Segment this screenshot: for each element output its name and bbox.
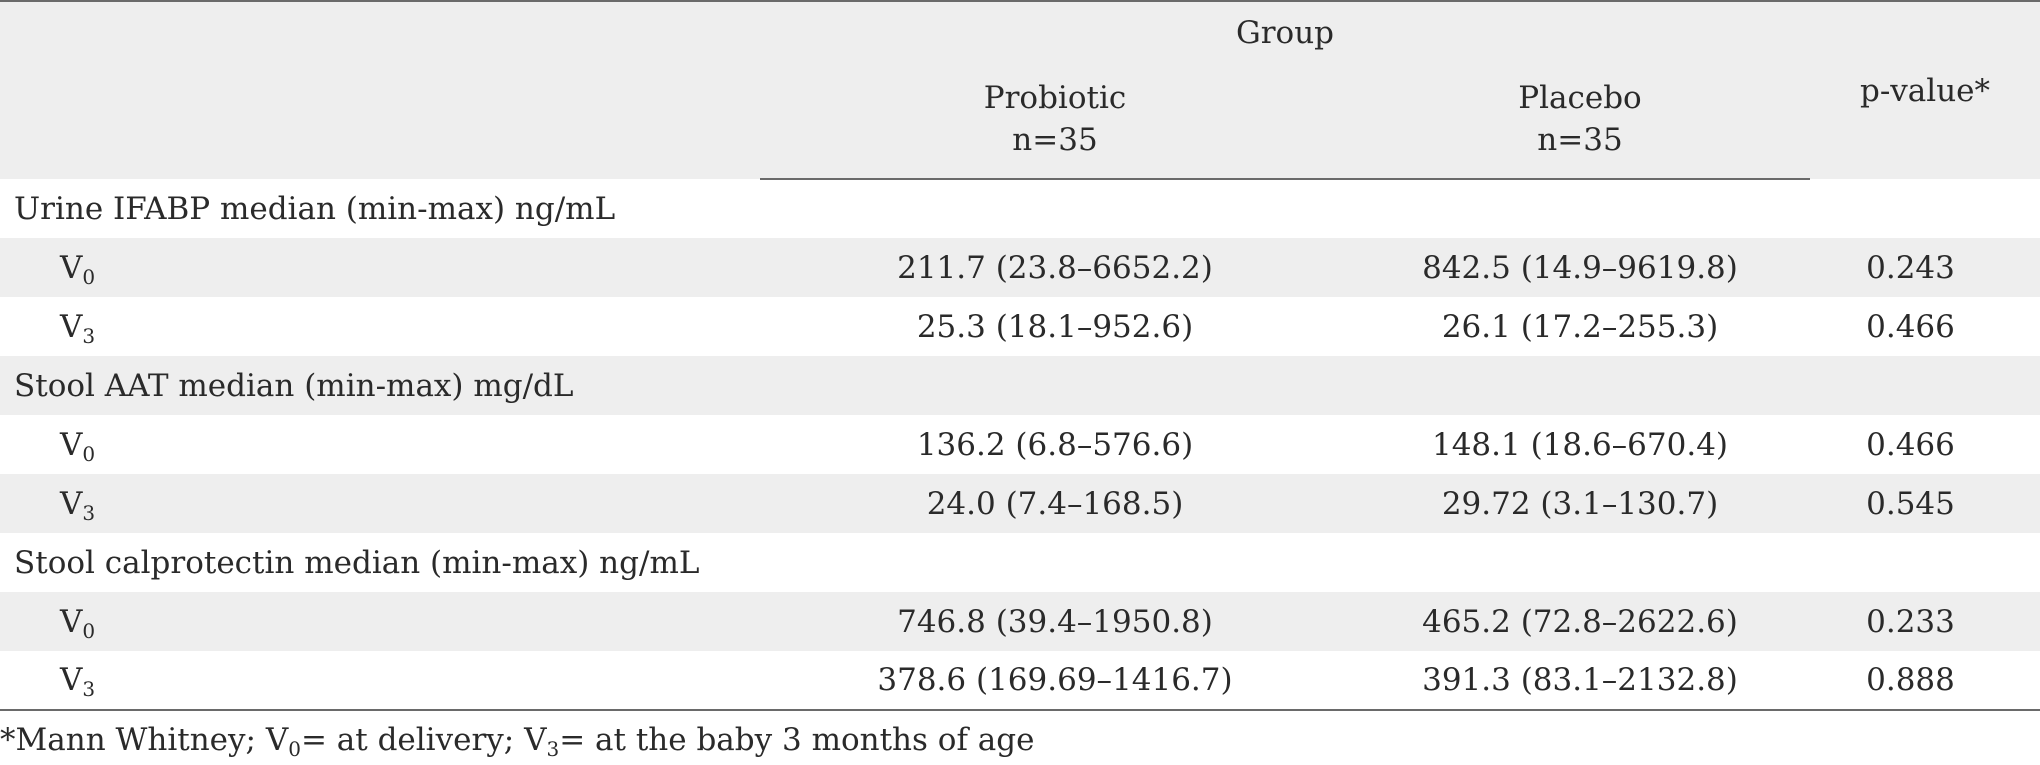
placebo-value: 391.3 (83.1–2132.8) — [1350, 651, 1810, 711]
section-title-urine-ifabp: Urine IFABP median (min-max) ng/mL — [0, 179, 2040, 238]
probiotic-value: 25.3 (18.1–952.6) — [760, 297, 1350, 356]
table-row: V3 378.6 (169.69–1416.7) 391.3 (83.1–213… — [0, 651, 2040, 711]
probiotic-name: Probiotic — [983, 80, 1127, 116]
p-value: 0.466 — [1810, 297, 2040, 356]
visit-label-v0: V0 — [0, 238, 760, 297]
p-value: 0.888 — [1810, 651, 2040, 711]
probiotic-value: 378.6 (169.69–1416.7) — [760, 651, 1350, 711]
placebo-value: 842.5 (14.9–9619.8) — [1350, 238, 1810, 297]
visit-label-v3: V3 — [0, 297, 760, 356]
visit-label-v0: V0 — [0, 592, 760, 651]
probiotic-value: 746.8 (39.4–1950.8) — [760, 592, 1350, 651]
table-row: V0 746.8 (39.4–1950.8) 465.2 (72.8–2622.… — [0, 592, 2040, 651]
placebo-value: 29.72 (3.1–130.7) — [1350, 474, 1810, 533]
pvalue-header: p-value* — [1810, 0, 2040, 179]
placebo-header: Placebo n=35 — [1350, 63, 1810, 180]
group-header: Group — [760, 0, 1810, 63]
probiotic-value: 136.2 (6.8–576.6) — [760, 415, 1350, 474]
p-value: 0.243 — [1810, 238, 2040, 297]
results-table: Group p-value* Probiotic n=35 Placebo n=… — [0, 0, 2040, 711]
placebo-value: 148.1 (18.6–670.4) — [1350, 415, 1810, 474]
probiotic-value: 24.0 (7.4–168.5) — [760, 474, 1350, 533]
p-value: 0.233 — [1810, 592, 2040, 651]
section-row: Urine IFABP median (min-max) ng/mL — [0, 179, 2040, 238]
section-title-stool-aat: Stool AAT median (min-max) mg/dL — [0, 356, 2040, 415]
table-row: V3 24.0 (7.4–168.5) 29.72 (3.1–130.7) 0.… — [0, 474, 2040, 533]
table-row: V0 211.7 (23.8–6652.2) 842.5 (14.9–9619.… — [0, 238, 2040, 297]
probiotic-header: Probiotic n=35 — [760, 63, 1350, 180]
p-value: 0.466 — [1810, 415, 2040, 474]
placebo-value: 465.2 (72.8–2622.6) — [1350, 592, 1810, 651]
table-row: V0 136.2 (6.8–576.6) 148.1 (18.6–670.4) … — [0, 415, 2040, 474]
probiotic-value: 211.7 (23.8–6652.2) — [760, 238, 1350, 297]
probiotic-n: n=35 — [1012, 122, 1098, 158]
p-value: 0.545 — [1810, 474, 2040, 533]
placebo-value: 26.1 (17.2–255.3) — [1350, 297, 1810, 356]
placebo-n: n=35 — [1537, 122, 1623, 158]
header-blank — [0, 0, 760, 179]
table-footnote: *Mann Whitney; V0= at delivery; V3= at t… — [0, 722, 1035, 761]
section-title-stool-calprotectin: Stool calprotectin median (min-max) ng/m… — [0, 533, 2040, 592]
table-header: Group p-value* Probiotic n=35 Placebo n=… — [0, 0, 2040, 180]
section-row: Stool calprotectin median (min-max) ng/m… — [0, 533, 2040, 592]
placebo-name: Placebo — [1518, 80, 1642, 116]
table-body: Urine IFABP median (min-max) ng/mL V0 21… — [0, 179, 2040, 711]
section-row: Stool AAT median (min-max) mg/dL — [0, 356, 2040, 415]
visit-label-v3: V3 — [0, 474, 760, 533]
visit-label-v3: V3 — [0, 651, 760, 711]
visit-label-v0: V0 — [0, 415, 760, 474]
table-row: V3 25.3 (18.1–952.6) 26.1 (17.2–255.3) 0… — [0, 297, 2040, 356]
